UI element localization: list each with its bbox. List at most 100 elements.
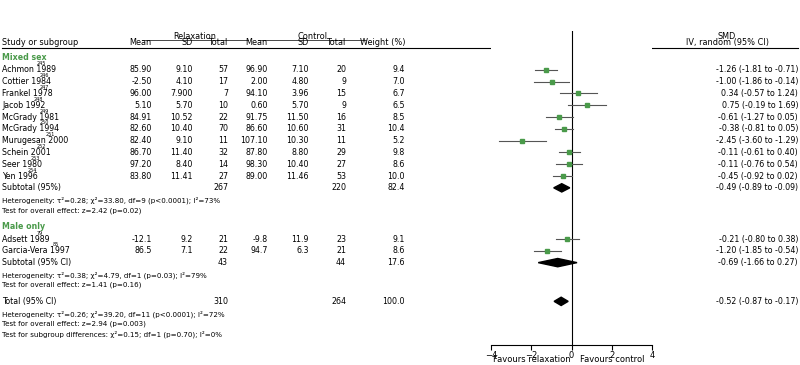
Text: 246: 246 (40, 73, 49, 78)
Text: Murugesan 2000: Murugesan 2000 (2, 136, 68, 145)
Text: -0.11 (-0.61 to 0.40): -0.11 (-0.61 to 0.40) (718, 148, 798, 157)
Text: 254: 254 (27, 168, 37, 173)
Polygon shape (554, 297, 568, 306)
Text: 85: 85 (53, 242, 58, 247)
Text: 11.40: 11.40 (170, 148, 193, 157)
Text: -0.52 (-0.87 to -0.17): -0.52 (-0.87 to -0.17) (716, 297, 798, 306)
Text: 94.7: 94.7 (250, 246, 268, 256)
Text: 70: 70 (218, 124, 228, 133)
Text: 94.10: 94.10 (246, 89, 268, 98)
Text: 8.5: 8.5 (393, 112, 405, 122)
Text: Test for overall effect: z=2.94 (p=0.003): Test for overall effect: z=2.94 (p=0.003… (2, 320, 146, 327)
Text: Mean: Mean (130, 38, 152, 47)
Text: Heterogeneity: τ²=0.26; χ²=39.20, df=11 (p<0.0001); I²=72%: Heterogeneity: τ²=0.26; χ²=39.20, df=11 … (2, 310, 225, 318)
Text: Test for overall effect: z=2.42 (p=0.02): Test for overall effect: z=2.42 (p=0.02) (2, 207, 142, 214)
Text: 16: 16 (336, 112, 346, 122)
Text: 10.30: 10.30 (286, 136, 309, 145)
Text: 267: 267 (213, 183, 228, 192)
Text: 11: 11 (218, 136, 228, 145)
Text: Subtotal (95%): Subtotal (95%) (2, 183, 61, 192)
Text: 10.60: 10.60 (286, 124, 309, 133)
Text: 9: 9 (341, 77, 346, 86)
Text: SD: SD (182, 38, 193, 47)
Text: 6.7: 6.7 (393, 89, 405, 98)
Text: -2.45 (-3.60 to -1.29): -2.45 (-3.60 to -1.29) (716, 136, 798, 145)
Text: 44: 44 (336, 258, 346, 267)
Text: -1.20 (-1.85 to -0.54): -1.20 (-1.85 to -0.54) (716, 246, 798, 256)
Text: 85.90: 85.90 (130, 65, 152, 74)
Text: 7.900: 7.900 (170, 89, 193, 98)
Text: 20: 20 (336, 65, 346, 74)
Text: Adsett 1989: Adsett 1989 (2, 235, 50, 243)
Text: 8.40: 8.40 (176, 160, 193, 169)
Text: -0.49 (-0.89 to -0.09): -0.49 (-0.89 to -0.09) (716, 183, 798, 192)
Text: 8.80: 8.80 (292, 148, 309, 157)
Text: IV, random (95% CI): IV, random (95% CI) (686, 38, 769, 47)
Text: 9.10: 9.10 (176, 65, 193, 74)
Text: -0.21 (-0.80 to 0.38): -0.21 (-0.80 to 0.38) (718, 235, 798, 243)
Text: 84.91: 84.91 (130, 112, 152, 122)
Text: 100.0: 100.0 (382, 297, 405, 306)
Text: 10.40: 10.40 (170, 124, 193, 133)
Text: 8.6: 8.6 (393, 160, 405, 169)
Text: 82.60: 82.60 (130, 124, 152, 133)
Text: 249: 249 (40, 108, 49, 114)
Text: 98.30: 98.30 (246, 160, 268, 169)
Text: Schein 2001: Schein 2001 (2, 148, 50, 157)
Text: 220: 220 (331, 183, 346, 192)
Text: Study or subgroup: Study or subgroup (2, 38, 78, 47)
Text: 9.1: 9.1 (393, 235, 405, 243)
Text: 89.00: 89.00 (246, 172, 268, 181)
Text: SD: SD (298, 38, 309, 47)
Text: 11.50: 11.50 (286, 112, 309, 122)
Text: 23: 23 (336, 235, 346, 243)
Text: 7.0: 7.0 (393, 77, 405, 86)
Text: 0.75 (-0.19 to 1.69): 0.75 (-0.19 to 1.69) (722, 101, 798, 110)
Text: -1.26 (-1.81 to -0.71): -1.26 (-1.81 to -0.71) (716, 65, 798, 74)
Text: 86.60: 86.60 (246, 124, 268, 133)
Text: 82.4: 82.4 (388, 183, 405, 192)
Text: Cottier 1984: Cottier 1984 (2, 77, 51, 86)
Text: -9.8: -9.8 (253, 235, 268, 243)
Text: Male only: Male only (2, 222, 45, 231)
Text: 86.70: 86.70 (130, 148, 152, 157)
Text: 96.00: 96.00 (130, 89, 152, 98)
Text: 3.96: 3.96 (292, 89, 309, 98)
Text: 2.00: 2.00 (250, 77, 268, 86)
Text: 57: 57 (218, 65, 228, 74)
Text: McGrady 1994: McGrady 1994 (2, 124, 59, 133)
Text: 22: 22 (218, 246, 228, 256)
Text: Total (95% CI): Total (95% CI) (2, 297, 56, 306)
Text: -1.00 (-1.86 to -0.14): -1.00 (-1.86 to -0.14) (716, 77, 798, 86)
Text: 5.2: 5.2 (393, 136, 405, 145)
Text: 245: 245 (37, 61, 46, 66)
Text: Relaxation: Relaxation (174, 32, 217, 41)
Text: 29: 29 (336, 148, 346, 157)
Text: 11: 11 (336, 136, 346, 145)
Text: Achmon 1989: Achmon 1989 (2, 65, 56, 74)
Text: -12.1: -12.1 (132, 235, 152, 243)
Text: 10.4: 10.4 (387, 124, 405, 133)
Text: 82.40: 82.40 (130, 136, 152, 145)
Text: 6.5: 6.5 (393, 101, 405, 110)
Text: 253: 253 (30, 156, 40, 161)
Text: 251: 251 (46, 132, 55, 137)
Text: 21: 21 (336, 246, 346, 256)
Text: SMD: SMD (718, 32, 736, 41)
Text: Heterogeneity: τ²=0.28; χ²=33.80, df=9 (p<0.0001); I²=73%: Heterogeneity: τ²=0.28; χ²=33.80, df=9 (… (2, 197, 220, 204)
Text: 87.80: 87.80 (246, 148, 268, 157)
Text: Jacob 1992: Jacob 1992 (2, 101, 46, 110)
Text: McGrady 1981: McGrady 1981 (2, 112, 59, 122)
Text: Mean: Mean (246, 38, 268, 47)
Text: 9.10: 9.10 (176, 136, 193, 145)
Text: 4.80: 4.80 (292, 77, 309, 86)
Text: 43: 43 (218, 258, 228, 267)
Text: -0.69 (-1.66 to 0.27): -0.69 (-1.66 to 0.27) (718, 258, 798, 267)
Text: 5.70: 5.70 (175, 101, 193, 110)
Text: Test for subgroup differences: χ²=0.15; df=1 (p=0.70); I²=0%: Test for subgroup differences: χ²=0.15; … (2, 330, 222, 338)
Text: 9.4: 9.4 (393, 65, 405, 74)
Text: 264: 264 (331, 297, 346, 306)
Text: -0.45 (-0.92 to 0.02): -0.45 (-0.92 to 0.02) (718, 172, 798, 181)
Text: 248: 248 (34, 97, 43, 102)
Text: Favours control: Favours control (579, 355, 644, 364)
